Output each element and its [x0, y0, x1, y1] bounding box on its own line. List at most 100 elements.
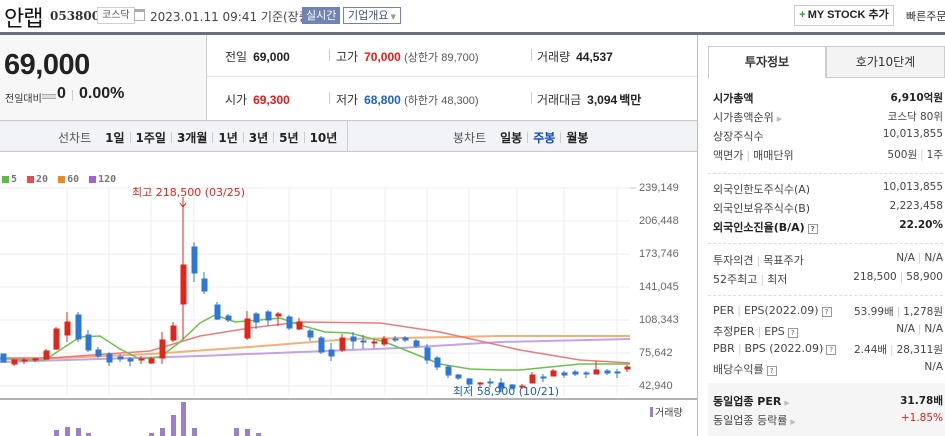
divider — [212, 132, 214, 143]
divider: | — [757, 325, 762, 338]
candle-monthly[interactable]: 월봉 — [566, 131, 589, 145]
divider: | — [920, 149, 924, 161]
help-icon[interactable]: ? — [766, 366, 777, 376]
info-row: 외국인보유주식수(B) 2,223,458 — [713, 198, 943, 217]
period-3m[interactable]: 3개월 — [176, 131, 208, 145]
divider — [242, 132, 244, 143]
info-row: 상장주식수 10,013,855 — [713, 126, 943, 145]
stock-code: 053800 — [50, 9, 101, 23]
par-value: 500원 — [887, 149, 918, 161]
market-badge: 코스닥 — [97, 7, 135, 24]
arrow-right-icon: ▶ — [776, 115, 783, 123]
divider: | — [746, 149, 751, 162]
period-1d[interactable]: 1일 — [105, 131, 125, 145]
help-icon[interactable]: ? — [787, 328, 798, 338]
period-10y[interactable]: 10년 — [309, 131, 338, 145]
price-change: 0 — [57, 85, 66, 102]
side-tabs: 투자정보 호가10단계 — [708, 46, 945, 78]
period-3y[interactable]: 3년 — [248, 131, 269, 145]
info-row[interactable]: 동일업종 PER ▶ 31.78배 — [713, 391, 943, 410]
low-label: 저가 — [336, 93, 359, 107]
prev-close-value: 69,000 — [253, 50, 290, 64]
par-label-wrap: 액면가 | 매매단위 — [713, 147, 794, 163]
info-row[interactable]: 시가총액순위 ▶ 코스닥 80위 — [713, 107, 943, 126]
stock-chart[interactable] — [0, 152, 697, 436]
ma120-line — [0, 338, 631, 363]
period-5y[interactable]: 5년 — [279, 131, 299, 145]
par-value-wrap: 500원 | 1주 — [887, 147, 943, 162]
add-my-stock-button[interactable]: + MY STOCK 추가 — [794, 5, 894, 26]
info-row: 외국인소진율(B/A)? 22.20% — [713, 217, 943, 236]
legend-ma5: 5 — [2, 174, 17, 185]
divider — [708, 295, 943, 296]
industry-per-label: 동일업종 PER — [713, 395, 782, 408]
high-arrow-icon — [179, 197, 187, 208]
company-overview-dropdown[interactable]: 기업개요 ▼ — [343, 7, 401, 24]
quote-datetime: 2023.01.11 09:41 기준(장중) — [150, 10, 315, 24]
legend-label: 60 — [67, 174, 80, 185]
shares-label: 상장주식수 — [713, 130, 764, 143]
info-row: 시가총액 6,910억원 — [713, 88, 943, 107]
high-label: 고가 — [336, 50, 359, 64]
prev-close-label: 전일 — [225, 50, 248, 64]
quick-order-link[interactable]: 빠른주문 — [906, 10, 945, 23]
company-overview-label: 기업개요 — [348, 9, 389, 22]
week52-low-value: 58,900 — [906, 271, 943, 283]
period-1y[interactable]: 1년 — [218, 131, 238, 145]
grid — [0, 187, 630, 396]
cap-rank-label-wrap[interactable]: 시가총액순위 ▶ — [713, 109, 782, 125]
tab-investment-info[interactable]: 투자정보 — [708, 46, 826, 78]
market-cap-value: 6,910억원 — [890, 92, 943, 104]
current-price-box: 69,000 전일대비 0 0.00% — [0, 35, 207, 120]
amount-cell: 거래대금 3,094 백만 — [537, 91, 641, 108]
divider — [303, 132, 305, 143]
help-icon[interactable]: ? — [826, 345, 837, 355]
header-divider — [0, 32, 945, 35]
foreign-hold-label: 외국인보유주식수(B) — [713, 202, 811, 215]
lower-limit: (하한가 48,300) — [404, 95, 479, 107]
upper-limit: (상한가 89,700) — [404, 52, 479, 64]
legend-swatch — [27, 176, 35, 183]
legend-label: 20 — [36, 174, 49, 185]
divider: | — [760, 273, 765, 286]
divider: | — [756, 254, 761, 267]
cap-rank-value: 코스닥 80위 — [887, 111, 943, 123]
industry-change-label: 동일업종 등락률 — [713, 414, 788, 427]
tab-order-book[interactable]: 호가10단계 — [826, 46, 945, 78]
realtime-badge[interactable]: 실시간 — [302, 7, 341, 24]
foreign-limit-value: 10,013,855 — [882, 181, 943, 193]
market-cap-label: 시가총액 — [713, 92, 754, 105]
info-row[interactable]: 동일업종 등락률 ▶ +1.85% — [713, 410, 943, 429]
divider — [72, 90, 73, 101]
legend-swatch — [58, 176, 66, 183]
industry-section: 동일업종 PER ▶ 31.78배 동일업종 등락률 ▶ +1.85% — [713, 391, 943, 429]
candle-daily[interactable]: 일봉 — [500, 131, 523, 145]
panel-divider — [697, 35, 698, 436]
week52-high-label: 52주최고 — [713, 273, 758, 286]
quote-table: 전일 69,000 고가 70,000 (상한가 89,700) 거래량 44,537… — [207, 35, 697, 120]
divider: | — [917, 323, 922, 335]
divider: | — [896, 306, 901, 318]
high-value: 70,000 — [364, 50, 401, 64]
volume-legend: 거래량 — [650, 404, 683, 419]
divider — [527, 132, 529, 143]
dividend-label: 배당수익률 — [713, 363, 764, 376]
low-arrow-icon — [497, 382, 505, 392]
help-icon[interactable]: ? — [807, 224, 818, 234]
chevron-down-icon: ▼ — [390, 13, 396, 21]
candle-weekly[interactable]: 주봉 — [533, 131, 556, 145]
week52-low-label: 최저 — [767, 273, 788, 286]
arrow-right-icon: ▶ — [790, 418, 796, 426]
low-cell: 저가 68,800 (하한가 48,300) — [336, 91, 479, 108]
period-1w[interactable]: 1주일 — [135, 131, 166, 145]
volume-cell: 거래량 44,537 — [537, 48, 613, 65]
legend-swatch — [89, 176, 97, 183]
info-row: 투자의견 | 목표주가 N/A | N/A — [713, 250, 943, 269]
eps-value: 1,278원 — [903, 306, 943, 318]
foreign-limit-label: 외국인한도주식수(A) — [713, 183, 811, 196]
divider — [531, 49, 532, 61]
y-tick: 108,343 — [639, 314, 679, 326]
legend-ma60: 60 — [58, 174, 79, 185]
help-icon[interactable]: ? — [821, 307, 832, 317]
open-value: 69,300 — [253, 93, 290, 107]
